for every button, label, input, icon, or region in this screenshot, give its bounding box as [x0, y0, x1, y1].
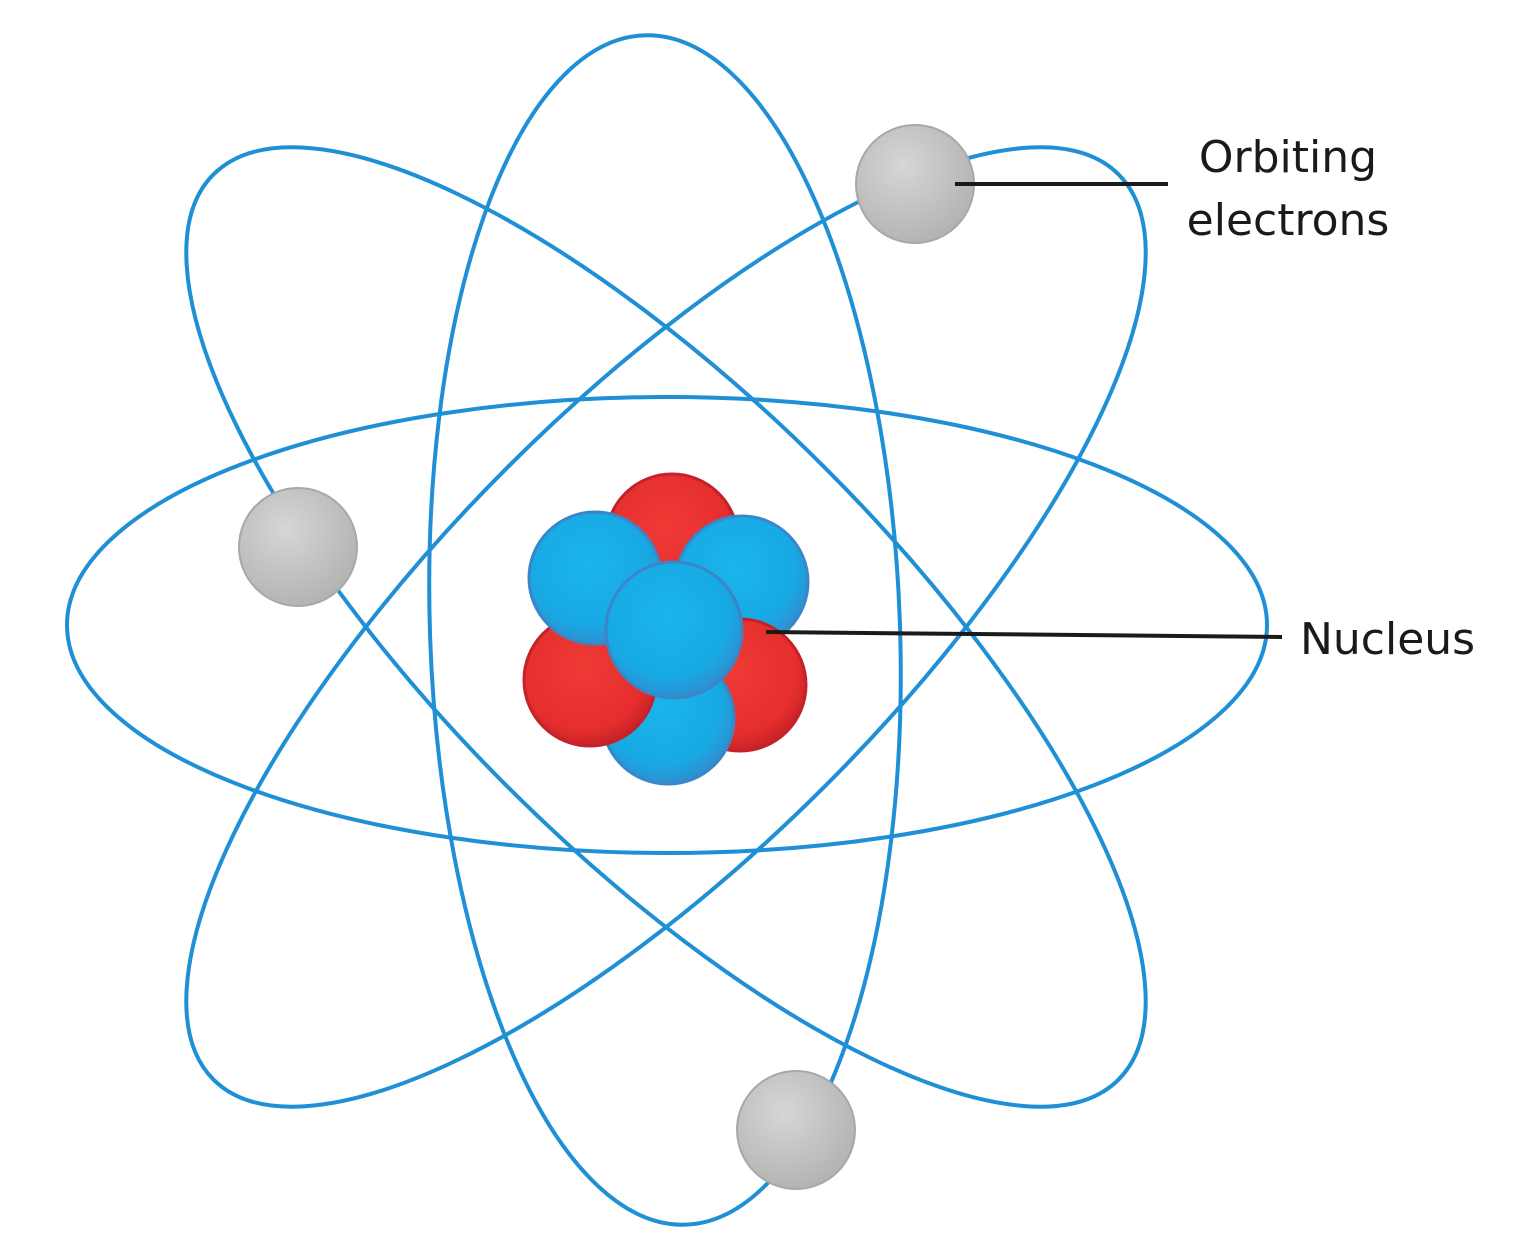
orbit-diagonal-ascending — [184, 145, 1148, 1109]
electrons-label: Orbiting electrons — [1187, 132, 1390, 246]
nucleus — [522, 472, 810, 786]
electrons-label-line1: Orbiting — [1199, 132, 1377, 183]
neutron — [604, 560, 744, 700]
electrons — [238, 124, 975, 1190]
electrons-label-line2: electrons — [1187, 195, 1390, 246]
orbit-diagonal-descending — [184, 145, 1148, 1109]
electron — [238, 487, 358, 607]
nucleus-leader-line — [765, 630, 1283, 639]
electron — [736, 1070, 856, 1190]
orbit-vertical — [427, 33, 903, 1227]
nucleus-label: Nucleus — [1300, 614, 1475, 665]
orbit-horizontal — [65, 395, 1269, 855]
orbit-group — [65, 33, 1269, 1227]
